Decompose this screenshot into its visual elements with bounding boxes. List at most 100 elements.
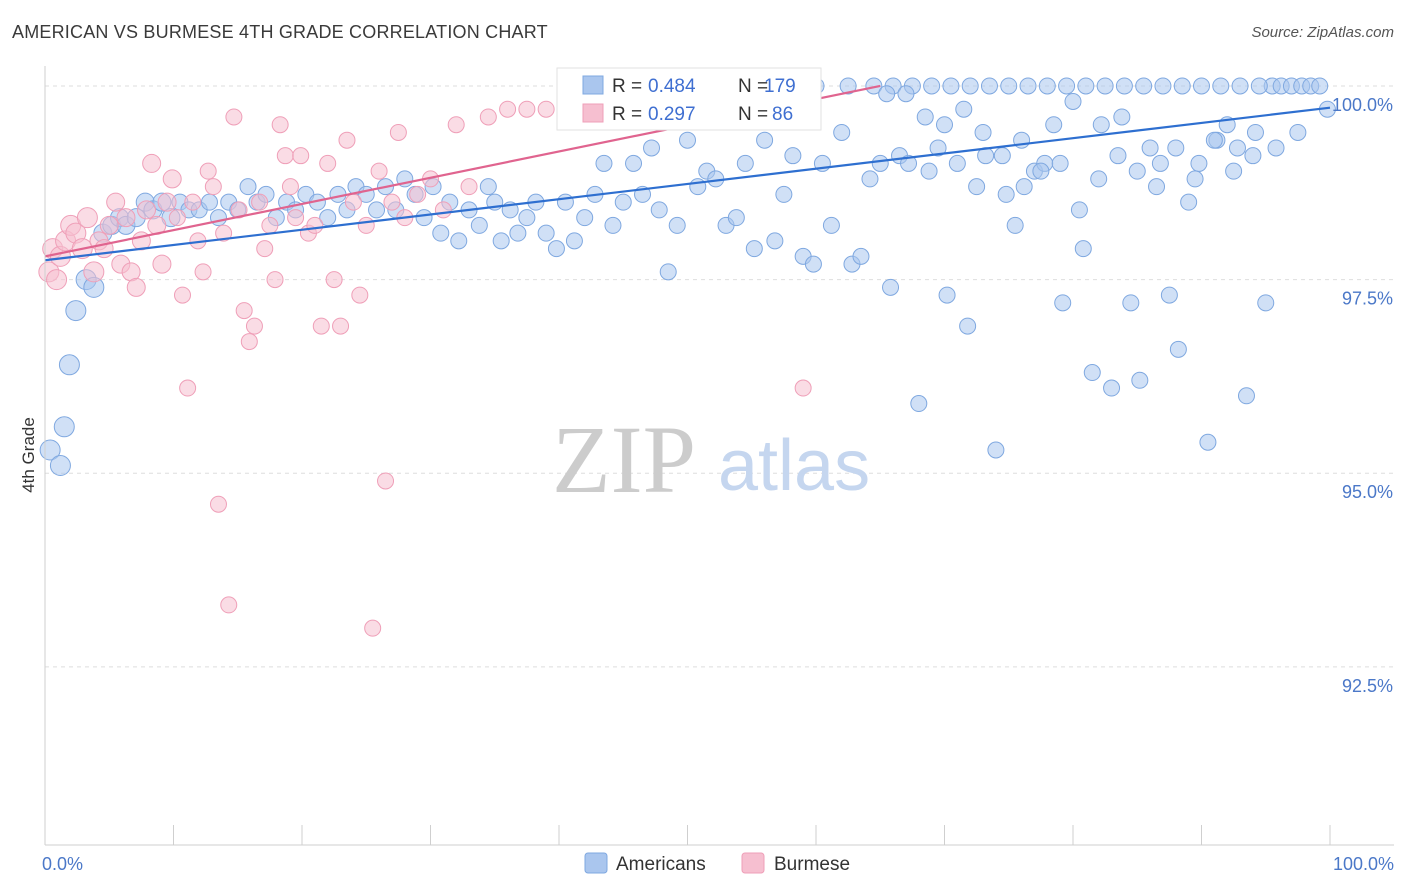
americans-point [961,77,979,95]
americans-point [766,232,784,250]
americans-point [1190,154,1208,172]
americans-point [852,247,870,265]
burmese-point [434,201,452,219]
americans-point [239,178,257,196]
burmese-point [152,254,172,274]
americans-point [1064,92,1082,110]
americans-point [492,232,510,250]
burmese-point [287,209,305,227]
americans-point [920,162,938,180]
americans-point [1205,131,1223,149]
burmese-point [306,216,324,234]
americans-point [942,77,960,95]
americans-point [1160,286,1178,304]
burmese-point [518,100,536,118]
burmese-point [179,379,197,397]
burmese-point [46,269,68,291]
burmese-point [370,162,388,180]
americans-point [1090,170,1108,188]
americans-point [65,300,87,322]
legend-n-label-burmese: N = [738,104,768,125]
americans-point [614,193,632,211]
americans-point [968,178,986,196]
burmese-point [168,209,186,227]
americans-point [415,209,433,227]
americans-point [980,77,998,95]
americans-point [1141,139,1159,157]
americans-point [58,354,80,376]
burmese-point [389,123,407,141]
americans-point [479,178,497,196]
chart-title: AMERICAN VS BURMESE 4TH GRADE CORRELATIO… [12,22,548,42]
legend-label-americans: Americans [616,854,706,875]
americans-point [916,108,934,126]
americans-point [49,454,71,476]
burmese-point [251,193,269,211]
legend-stats: R = 0.484 N = 179 R = 0.297 N = 86 [556,67,822,131]
americans-point [1006,216,1024,234]
americans-point [1128,162,1146,180]
burmese-point [794,379,812,397]
burmese-point [338,131,356,149]
burmese-point [99,215,119,235]
americans-point [936,116,953,134]
americans-point [625,154,643,172]
y-tick-label: 95.0% [1342,482,1393,502]
americans-point [1115,77,1133,95]
burmese-point [199,162,217,180]
americans-point [727,209,745,227]
burmese-point [332,317,350,335]
americans-point [775,185,793,203]
americans-point [1122,294,1140,312]
americans-point [1096,77,1114,95]
americans-point [900,154,918,172]
americans-trend-line [44,106,1331,262]
americans-point [1250,77,1268,95]
americans-point [1032,162,1050,180]
americans-point [745,240,763,258]
legend-n-value-americans: 179 [764,76,796,97]
americans-point [756,131,774,149]
burmese-point [215,224,233,242]
legend-marker-americans [584,852,608,874]
americans-point [537,224,555,242]
americans-point [604,216,622,234]
americans-point [659,263,677,281]
burmese-point [319,154,337,172]
americans-point [865,77,883,95]
burmese-point [281,178,299,196]
americans-point [1151,154,1169,172]
data-points [38,77,1336,637]
y-tick-labels: 100.0% 97.5% 95.0% 92.5% [1332,95,1393,696]
americans-point [1311,77,1329,95]
y-axis-title: 4th Grade [19,417,38,493]
americans-point [955,100,973,118]
burmese-point [142,153,162,173]
watermark: ZIP atlas [552,406,870,513]
burmese-point [184,193,202,211]
americans-point [1077,77,1095,95]
americans-point [547,240,565,258]
americans-point [1228,139,1246,157]
axes [44,66,1394,846]
americans-point [959,317,977,335]
americans-point [565,232,583,250]
burmese-point [106,192,126,212]
americans-point [839,77,857,95]
americans-point [1193,77,1210,95]
americans-point [1038,77,1056,95]
americans-point [993,147,1011,165]
legend-swatch-burmese [582,103,604,123]
americans-point [1109,147,1127,165]
watermark-atlas: atlas [718,426,870,506]
burmese-point [351,286,369,304]
burmese-point [256,240,274,258]
americans-point [1019,77,1037,95]
americans-point [861,170,879,188]
legend-marker-burmese [741,852,765,874]
legend-series: Americans Burmese [584,852,850,875]
americans-point [929,139,947,157]
americans-point [668,216,686,234]
americans-point [833,123,851,141]
burmese-point [357,216,375,234]
